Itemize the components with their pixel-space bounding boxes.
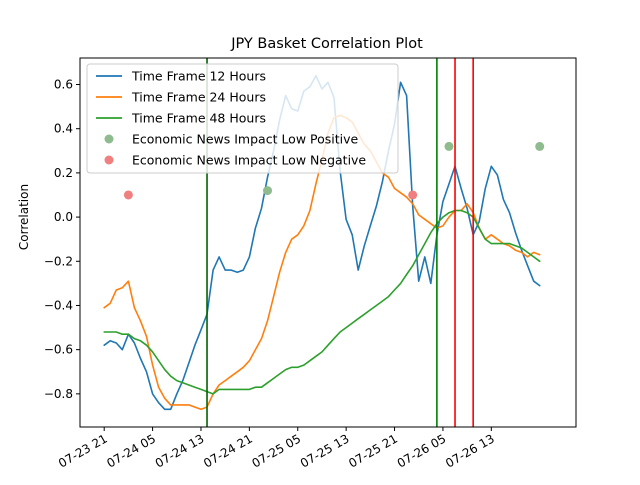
legend-label: Economic News Impact Low Negative [132,153,366,168]
y-tick-label: −0.6 [44,343,73,357]
legend-label: Time Frame 12 Hours [131,69,266,84]
positive-news-marker-2 [444,141,454,151]
legend-label: Time Frame 24 Hours [131,90,266,105]
legend: Time Frame 12 Hours Time Frame 24 Hours Ti… [86,63,399,174]
y-tick-label: −0.4 [44,298,73,312]
negative-news-marker-1 [123,190,133,200]
positive-news-marker-3 [535,141,545,151]
y-tick-label: −0.8 [44,387,73,401]
y-tick-label: 0.0 [54,210,73,224]
axes-frame [79,57,577,428]
y-tick-label: 0.4 [54,122,73,136]
y-axis-label: Correlation [17,184,31,250]
legend-marker-swatch [104,155,114,165]
legend-box [86,63,399,174]
negative-news-marker-2 [408,190,418,200]
y-tick-label: 0.6 [54,78,73,92]
y-tick-label: −0.2 [44,254,73,268]
legend-label: Economic News Impact Low Positive [132,132,359,147]
chart-title: JPY Basket Correlation Plot [230,36,423,52]
y-tick-label: 0.2 [54,166,73,180]
series-line-3 [103,209,541,395]
legend-label: Time Frame 48 Hours [131,111,266,126]
legend-marker-swatch [104,134,114,144]
positive-news-marker-1 [263,186,273,196]
